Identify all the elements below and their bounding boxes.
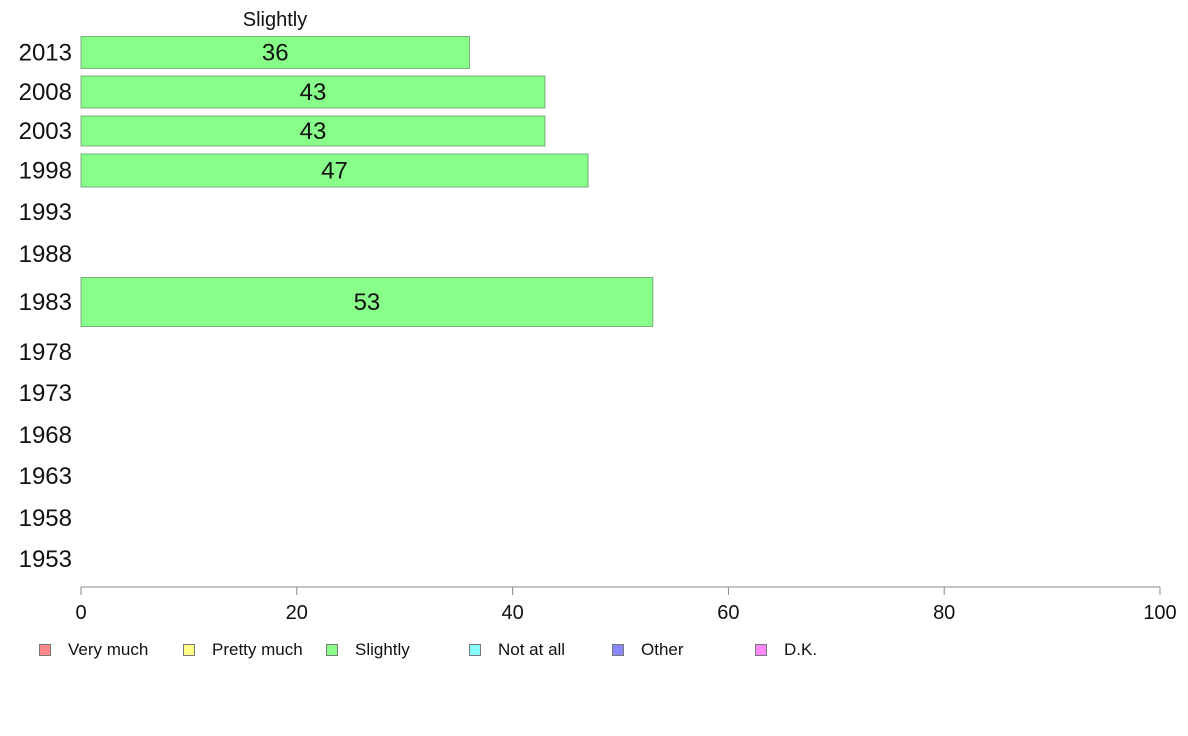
legend-label: Slightly: [355, 640, 410, 659]
category-label: 1953: [19, 546, 72, 573]
legend-swatch: [183, 644, 195, 656]
chart-title: Slightly: [243, 9, 307, 31]
category-label: 1968: [19, 422, 72, 449]
legend-label: D.K.: [784, 640, 818, 659]
legend-label: Other: [641, 640, 684, 659]
category-label: 1963: [19, 463, 72, 490]
category-label: 1988: [19, 241, 72, 268]
legend-label: Pretty much: [212, 640, 303, 659]
bar: [80, 277, 654, 327]
category-label: 1993: [19, 199, 72, 226]
bar-value-label: 43: [300, 79, 327, 106]
legend-item: Very much: [39, 639, 148, 661]
bars-group: 36 43 43 47 53: [80, 36, 654, 327]
x-tick-label: 60: [717, 602, 739, 624]
x-tick-label: 40: [501, 602, 523, 624]
legend-item: D.K.: [755, 639, 817, 661]
x-tick-label: 20: [286, 602, 308, 624]
legend-swatch: [326, 644, 338, 656]
legend-label: Not at all: [498, 640, 566, 659]
category-label: 1998: [19, 158, 72, 185]
bar-value-label: 53: [354, 289, 381, 316]
x-tick-label: 80: [933, 602, 955, 624]
category-label: 1973: [19, 380, 72, 407]
x-tick-label: 0: [75, 602, 86, 624]
legend-label: Very much: [68, 640, 149, 659]
legend-item: Pretty much: [183, 639, 303, 661]
category-label: 2003: [19, 118, 72, 145]
x-axis: 0 20 40 60 80 100: [75, 586, 1177, 624]
category-label: 1983: [19, 289, 72, 316]
bar: [80, 75, 546, 109]
legend-item: Slightly: [326, 639, 410, 661]
category-label: 1978: [19, 339, 72, 366]
legend-swatch: [469, 644, 481, 656]
bar: [80, 153, 589, 188]
legend-item: Other: [612, 639, 684, 661]
category-label: 2008: [19, 79, 72, 106]
bar-value-label: 36: [262, 40, 289, 67]
category-label: 2013: [19, 40, 72, 67]
x-tick-label: 100: [1143, 602, 1176, 624]
bar: [80, 36, 470, 69]
legend-swatch: [612, 644, 624, 656]
category-labels: 2013 2008 2003 1998 1993 1988 1983 1978 1973 1968…: [19, 40, 72, 574]
bar-value-label: 43: [300, 118, 327, 145]
bar-value-label: 47: [321, 158, 348, 185]
legend-swatch: [39, 644, 51, 656]
legend-item: Not at all: [469, 639, 565, 661]
bar: [80, 115, 546, 147]
legend-swatch: [755, 644, 767, 656]
legend: Very much Pretty much Slightly Not at all Ot…: [0, 639, 1188, 663]
category-label: 1958: [19, 505, 72, 532]
